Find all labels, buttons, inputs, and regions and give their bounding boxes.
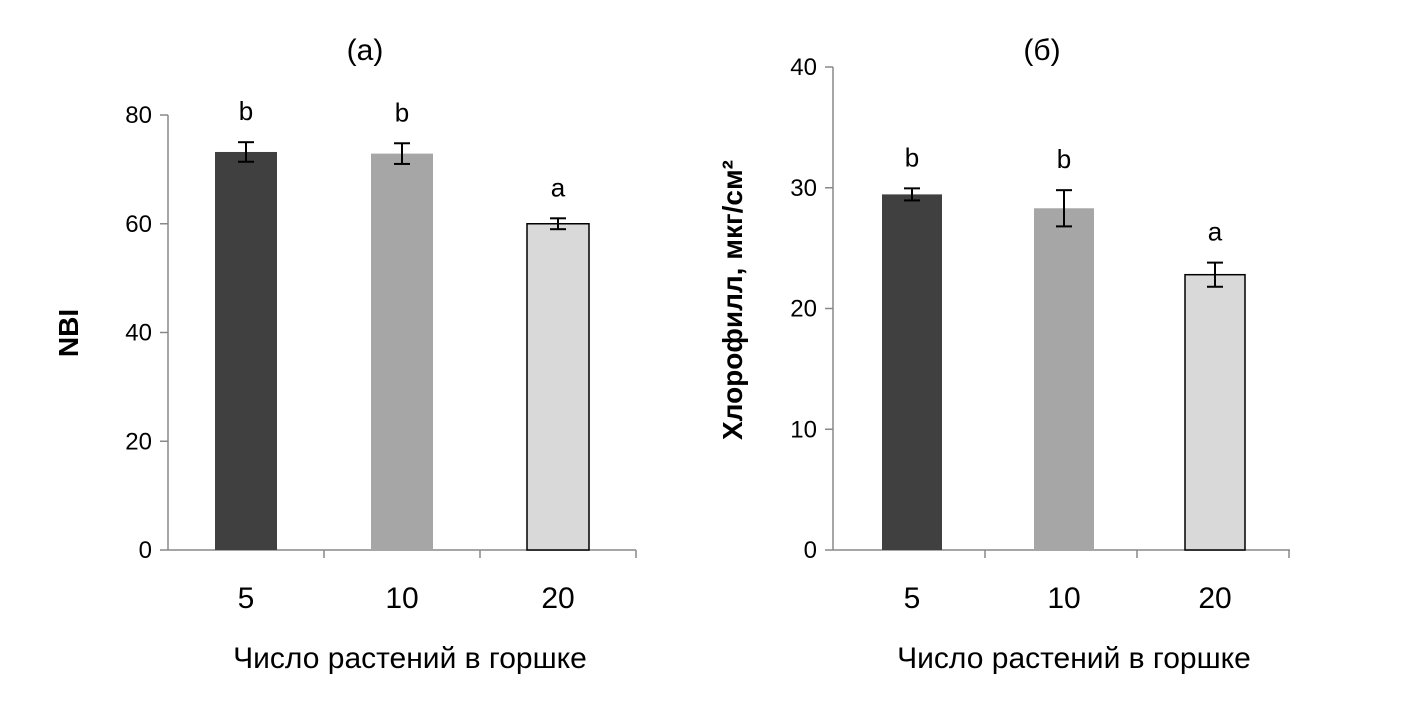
chart-a: 0 20 40 60 80 b 5 b 10 a 20 (а) Число растений в гор… <box>53 34 637 675</box>
x-tick-label: 10 <box>1047 582 1080 615</box>
x-axis-label: Число растений в горшке <box>233 642 587 675</box>
significance-label: b <box>905 142 919 172</box>
x-axis-label: Число растений в горшке <box>897 642 1251 675</box>
y-axis-label: Хлорофилл, мкг/см² <box>717 160 748 440</box>
chart-b: 0 10 20 30 40 b 5 b 10 a 20 (б) Число растений в гор… <box>717 34 1290 675</box>
bar <box>371 153 433 550</box>
significance-label: a <box>551 172 566 202</box>
x-tick-label: 5 <box>238 582 255 615</box>
y-axis-label: NBI <box>53 309 84 357</box>
bar <box>1034 208 1094 550</box>
x-tick-label: 5 <box>904 582 921 615</box>
significance-label: b <box>395 97 409 127</box>
significance-label: a <box>1208 217 1223 247</box>
y-tick-label: 30 <box>790 175 817 202</box>
y-tick-label: 60 <box>125 211 152 238</box>
bar <box>215 151 277 550</box>
y-tick-label: 10 <box>790 416 817 443</box>
y-tick-label: 80 <box>125 102 152 129</box>
y-tick-label: 40 <box>790 54 817 81</box>
y-tick-label: 40 <box>125 320 152 347</box>
y-tick-label: 0 <box>139 537 152 564</box>
bar <box>882 194 942 551</box>
chart-title: (б) <box>1023 34 1060 67</box>
y-tick-label: 20 <box>125 428 152 455</box>
chart-title: (а) <box>347 34 384 67</box>
x-tick-label: 10 <box>385 582 418 615</box>
significance-label: b <box>1057 144 1071 174</box>
bar <box>526 223 590 551</box>
x-tick-label: 20 <box>1198 582 1231 615</box>
bar <box>1184 273 1246 551</box>
significance-label: b <box>239 96 253 126</box>
y-tick-label: 20 <box>790 296 817 323</box>
y-tick-label: 0 <box>804 537 817 564</box>
x-tick-label: 20 <box>541 582 574 615</box>
